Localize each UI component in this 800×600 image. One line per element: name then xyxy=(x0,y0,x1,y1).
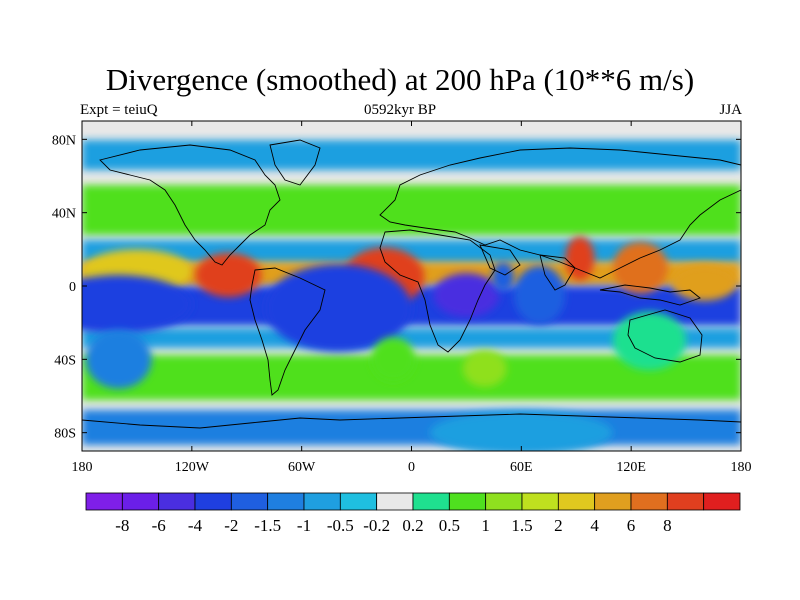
field-blob-4 xyxy=(612,241,668,294)
lon-tick-label: 120E xyxy=(616,460,646,475)
lon-tick-label: 60W xyxy=(288,460,316,475)
lon-tick-label: 180 xyxy=(731,460,752,475)
field-blob-5 xyxy=(671,264,738,301)
colorbar-swatch xyxy=(412,492,450,511)
time-label: 0592kyr BP xyxy=(363,102,437,118)
plot-title: Divergence (smoothed) at 200 hPa (10**6 … xyxy=(105,62,695,97)
coastlines xyxy=(82,139,741,429)
colorbar-swatch xyxy=(594,492,632,511)
field-blob-11 xyxy=(85,330,152,389)
field-blob-7 xyxy=(265,264,412,352)
coast-india xyxy=(539,254,576,291)
colorbar-swatch xyxy=(521,492,559,511)
colorbar-swatch xyxy=(230,492,269,511)
season-label: JJA xyxy=(719,102,742,118)
colorbar: -8 -6 -4 -2 -1.5 -1 -0.5 -0.2 0.2 0.5 1 1.5 2 4 6 8 xyxy=(85,492,741,535)
field-blob-6 xyxy=(82,275,192,334)
colorbar-label: -8 xyxy=(115,516,129,535)
colorbar-swatch xyxy=(339,492,378,511)
colorbar-swatch xyxy=(158,492,196,511)
lat-tick-label: 80S xyxy=(54,427,76,442)
colorbar-label: 0.5 xyxy=(439,516,460,535)
coast-africa xyxy=(379,229,496,353)
latitude-axis: 80N 40N 0 40S 80S xyxy=(52,133,741,442)
lon-tick-label: 120W xyxy=(175,460,210,475)
lon-tick-label: 180 xyxy=(72,460,93,475)
field-blob-14 xyxy=(612,311,687,371)
colorbar-label: 2 xyxy=(554,516,563,535)
lon-tick-label: 0 xyxy=(408,460,415,475)
coast-north-america xyxy=(99,144,281,266)
coast-arabia xyxy=(479,244,521,276)
colorbar-swatch xyxy=(448,492,487,511)
arctic-band xyxy=(82,140,741,170)
colorbar-swatch xyxy=(121,492,160,511)
field-blob-8 xyxy=(433,273,500,318)
field-blob-3 xyxy=(565,236,595,281)
lon-tick-label: 60E xyxy=(510,460,533,475)
experiment-label: Expt = teiuQ xyxy=(80,102,158,118)
lat-tick-label: 0 xyxy=(69,280,76,295)
colorbar-label: -2 xyxy=(224,516,238,535)
colorbar-label: 6 xyxy=(627,516,636,535)
colorbar-label: 4 xyxy=(590,516,599,535)
colorbar-label: -6 xyxy=(152,516,166,535)
colorbar-swatch xyxy=(303,492,341,511)
colorbar-label: 1.5 xyxy=(511,516,532,535)
colorbar-label: -4 xyxy=(188,516,203,535)
colorbar-swatch xyxy=(85,492,123,511)
colorbar-swatch xyxy=(376,492,414,511)
field-layer xyxy=(82,121,741,451)
colorbar-swatch xyxy=(703,492,741,511)
midlat-north-band xyxy=(82,185,741,235)
colorbar-label: 8 xyxy=(663,516,672,535)
colorbar-swatch xyxy=(630,492,668,511)
coast-south-america xyxy=(249,267,326,396)
subtropic-south-band xyxy=(82,328,741,348)
colorbar-label: -0.5 xyxy=(327,516,354,535)
colorbar-label: -1.5 xyxy=(254,516,281,535)
field-blob-1 xyxy=(195,253,262,297)
longitude-axis: 180 120W 60W 0 60E 120E 180 xyxy=(72,121,752,475)
antarctic-band xyxy=(82,410,741,445)
colorbar-swatch xyxy=(194,492,232,511)
field-blob-13 xyxy=(371,337,416,382)
colorbar-swatch xyxy=(267,492,305,511)
coast-antarctica xyxy=(82,413,741,429)
field-blob-12 xyxy=(462,350,507,387)
coast-australia xyxy=(627,309,703,363)
colorbar-label: -0.2 xyxy=(363,516,390,535)
lat-tick-label: 40N xyxy=(52,207,76,222)
colorbar-swatch xyxy=(485,492,523,511)
coast-indonesia xyxy=(599,284,701,306)
coast-greenland xyxy=(269,139,321,186)
colorbar-swatch xyxy=(666,492,705,511)
colorbar-label: 1 xyxy=(481,516,490,535)
field-blob-9 xyxy=(514,265,566,325)
coast-europe-asia xyxy=(379,147,741,279)
field-blob-15 xyxy=(429,410,613,451)
colorbar-label: 0.2 xyxy=(402,516,423,535)
colorbar-swatch xyxy=(557,492,596,511)
colorbar-label: -1 xyxy=(297,516,311,535)
lat-tick-label: 40S xyxy=(54,353,76,368)
field-blob-10 xyxy=(492,262,515,292)
lat-tick-label: 80N xyxy=(52,133,76,148)
